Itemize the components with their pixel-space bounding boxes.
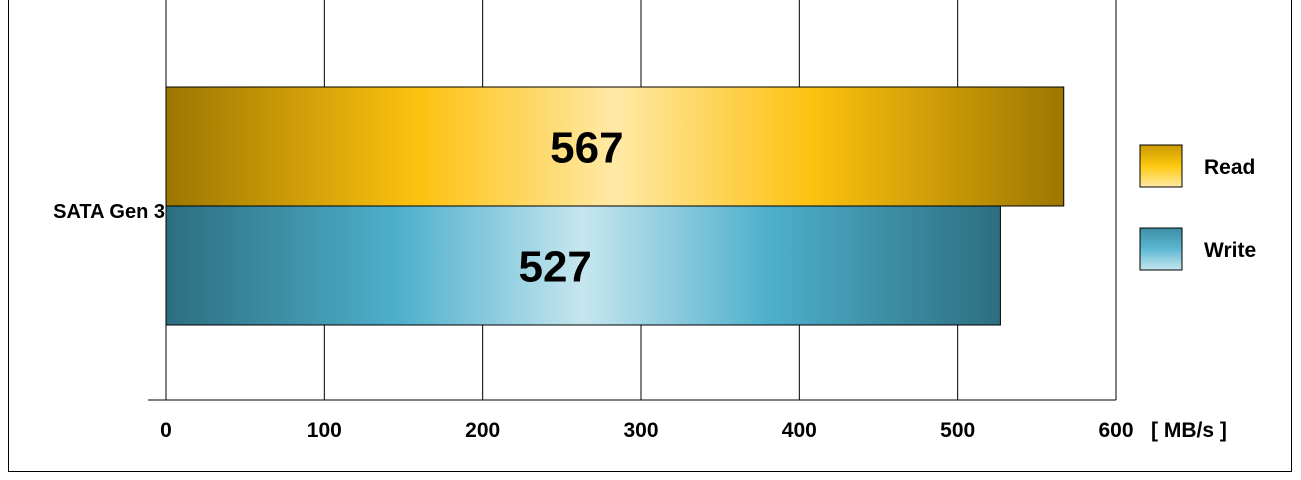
legend-swatch-read: [1139, 144, 1183, 188]
legend-swatch-write: [1139, 227, 1183, 271]
x-tick-label-400: 400: [782, 419, 817, 442]
x-tick-label-600: 600: [1098, 419, 1133, 442]
category-label: SATA Gen 3: [53, 201, 165, 223]
data-label-write: 527: [518, 243, 591, 292]
x-tick-labels: 0 100 200 300 400 500 600: [160, 419, 1133, 442]
x-tick-label-200: 200: [465, 419, 500, 442]
x-tick-label-0: 0: [160, 419, 172, 442]
legend-label-read: Read: [1204, 156, 1255, 179]
x-unit-label: [ MB/s ]: [1151, 419, 1227, 442]
chart-frame: [8, 0, 1292, 472]
bars: 567 527: [165, 86, 1065, 326]
data-label-read: 567: [550, 124, 623, 173]
x-axis: [148, 0, 1116, 401]
legend: Read Write: [1139, 144, 1256, 271]
x-tick-label-100: 100: [307, 419, 342, 442]
x-tick-label-300: 300: [623, 419, 658, 442]
legend-label-write: Write: [1204, 239, 1256, 262]
bar-write: [165, 205, 1001, 326]
x-tick-label-500: 500: [940, 419, 975, 442]
